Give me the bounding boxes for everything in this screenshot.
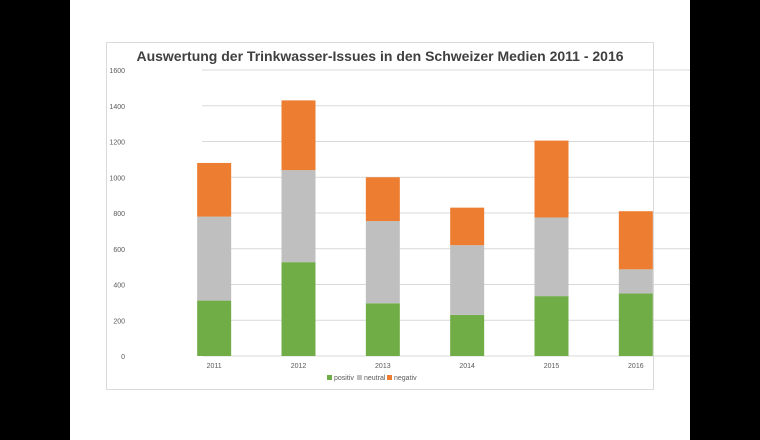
y-tick-label: 0 [121,354,125,361]
x-tick-label: 2015 [544,363,560,370]
x-tick-label: 2014 [459,363,475,370]
bar-segment-neutral-2014 [450,245,485,315]
legend-label-positiv: positiv [334,375,354,382]
bar-segment-positiv-2014 [450,314,485,356]
bar-segment-negativ-2015 [534,140,569,218]
x-tick-label: 2016 [628,363,644,370]
x-tick-label: 2013 [375,363,391,370]
legend: positiv neutral negativ [327,375,417,382]
legend-swatch-negativ [387,375,392,380]
y-tick-label: 1400 [109,104,125,111]
bar-segment-neutral-2012 [281,170,316,263]
bar-segment-positiv-2013 [365,303,400,356]
legend-swatch-neutral [357,375,362,380]
x-axis-ticks: 2011 2012 2013 2014 2015 2016 [207,363,644,370]
chart-frame [106,42,654,390]
legend-label-neutral: neutral [364,375,386,382]
bar-segment-negativ-2011 [197,162,232,217]
bars [197,100,653,356]
bar-segment-positiv-2012 [281,262,316,356]
bar-segment-neutral-2011 [197,216,232,301]
y-tick-label: 400 [113,283,125,290]
x-tick-label: 2011 [207,363,222,370]
legend-swatch-positiv [327,375,332,380]
bar-segment-positiv-2011 [197,300,232,356]
y-axis-ticks: 0 200 400 600 800 1000 1200 1400 1600 [109,68,125,361]
bar-segment-negativ-2016 [618,211,653,270]
stacked-bar-chart: Auswertung der Trinkwasser-Issues in den… [109,48,690,382]
y-tick-label: 1200 [109,140,125,147]
bar-segment-neutral-2016 [618,269,653,294]
x-tick-label: 2012 [291,363,307,370]
legend-label-negativ: negativ [394,375,417,382]
y-tick-label: 200 [113,318,125,325]
y-tick-label: 600 [113,247,125,254]
bar-segment-negativ-2012 [281,100,316,171]
y-tick-label: 1000 [109,175,125,182]
bar-segment-positiv-2016 [618,293,653,356]
y-tick-label: 800 [113,211,125,218]
bar-segment-neutral-2013 [365,221,400,304]
bar-segment-negativ-2013 [365,177,400,222]
gridlines [202,69,690,357]
page: Auswertung der Trinkwasser-Issues in den… [70,0,690,440]
bar-segment-positiv-2015 [534,296,569,356]
bar-segment-neutral-2015 [534,217,569,297]
chart-title: Auswertung der Trinkwasser-Issues in den… [136,48,623,64]
y-tick-label: 1600 [109,68,125,75]
bar-segment-negativ-2014 [450,207,485,246]
